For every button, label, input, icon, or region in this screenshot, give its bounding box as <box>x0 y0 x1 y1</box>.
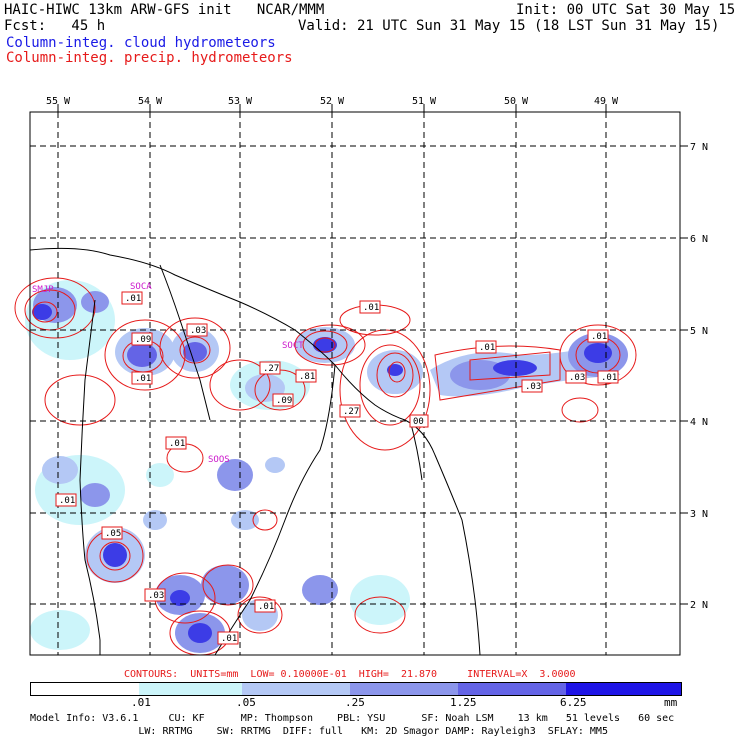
contour-label: .01 <box>221 634 237 644</box>
colorbar-tick: 6.25 <box>560 696 587 709</box>
station-label: SOCA <box>130 282 152 292</box>
colorbar <box>30 682 682 696</box>
model-info-line2: LW: RRTMG SW: RRTMG DIFF: full KM: 2D Sm… <box>30 726 608 737</box>
field-cloud-label: Column-integ. cloud hydrometeors <box>6 35 276 51</box>
colorbar-tick: 1.25 <box>450 696 477 709</box>
contour-label: .03 <box>525 382 541 392</box>
field-precip-label: Column-integ. precip. hydrometeors <box>6 50 293 66</box>
valid-time: Valid: 21 UTC Sun 31 May 15 (18 LST Sun … <box>298 18 720 34</box>
lon-label: 53 W <box>228 96 253 107</box>
lat-labels: 7 N 6 N 5 N 4 N 3 N 2 N <box>690 142 708 611</box>
colorbar-unit: mm <box>664 696 678 709</box>
colorbar-bin <box>139 683 242 695</box>
contour-label: .03 <box>190 326 206 336</box>
contour-label: .09 <box>135 335 151 345</box>
contour-label: .01 <box>258 602 274 612</box>
colorbar-tick: .05 <box>236 696 256 709</box>
contour-label: 00 <box>413 417 424 427</box>
contour-label: .01 <box>169 439 185 449</box>
contour-label: .81 <box>299 372 315 382</box>
contour-label: .01 <box>479 343 495 353</box>
station-label: SMJP <box>32 285 54 295</box>
lat-label: 6 N <box>690 234 708 245</box>
contour-labels: .01 .09 .03 .01 .27 .81 .09 .01 .27 .01 … <box>55 291 619 645</box>
station-label: SOOS <box>208 455 230 465</box>
lat-label: 5 N <box>690 326 708 337</box>
lat-label: 3 N <box>690 509 708 520</box>
contour-label: .05 <box>105 529 121 539</box>
station-label: SOCT <box>282 341 304 351</box>
map-frame <box>29 111 681 656</box>
station-labels: SMJP SOCA SOCT SOOS <box>32 282 304 465</box>
contour-label: .01 <box>59 496 75 506</box>
contour-label: .27 <box>343 407 359 417</box>
contour-label: .01 <box>125 294 141 304</box>
model-info-line1: Model Info: V3.6.1 CU: KF MP: Thompson P… <box>30 713 675 724</box>
contour-label: .01 <box>135 374 151 384</box>
forecast-hour: Fcst: 45 h <box>4 18 106 34</box>
init-time: Init: 00 UTC Sat 30 May 15 <box>516 2 736 18</box>
cloud-shading <box>25 280 628 653</box>
lat-label: 2 N <box>690 600 708 611</box>
lon-label: 49 W <box>594 96 619 107</box>
lon-label: 52 W <box>320 96 345 107</box>
colorbar-tick: .01 <box>131 696 151 709</box>
colorbar-tick: .25 <box>345 696 365 709</box>
colorbar-bin <box>566 683 681 695</box>
contour-label: .03 <box>569 373 585 383</box>
contour-label: .01 <box>363 303 379 313</box>
colorbar-bin <box>242 683 350 695</box>
lon-label: 51 W <box>412 96 437 107</box>
colorbar-bin <box>31 683 139 695</box>
contour-label: .03 <box>148 591 164 601</box>
frame-ticks <box>57 104 688 605</box>
lon-labels: 55 W 54 W 53 W 52 W 51 W 50 W 49 W <box>46 96 619 107</box>
contour-label: .01 <box>591 332 607 342</box>
lon-label: 55 W <box>46 96 71 107</box>
colorbar-bin <box>350 683 458 695</box>
model-title: HAIC-HIWC 13km ARW-GFS init NCAR/MMM <box>4 2 325 18</box>
lat-label: 4 N <box>690 417 708 428</box>
contour-label: .27 <box>263 364 279 374</box>
colorbar-bin <box>458 683 566 695</box>
lon-label: 54 W <box>138 96 163 107</box>
contour-label: .09 <box>276 396 292 406</box>
contour-label: .01 <box>601 373 617 383</box>
contour-info: CONTOURS: UNITS=mm LOW= 0.10000E-01 HIGH… <box>124 669 576 680</box>
lat-label: 7 N <box>690 142 708 153</box>
lon-label: 50 W <box>504 96 529 107</box>
